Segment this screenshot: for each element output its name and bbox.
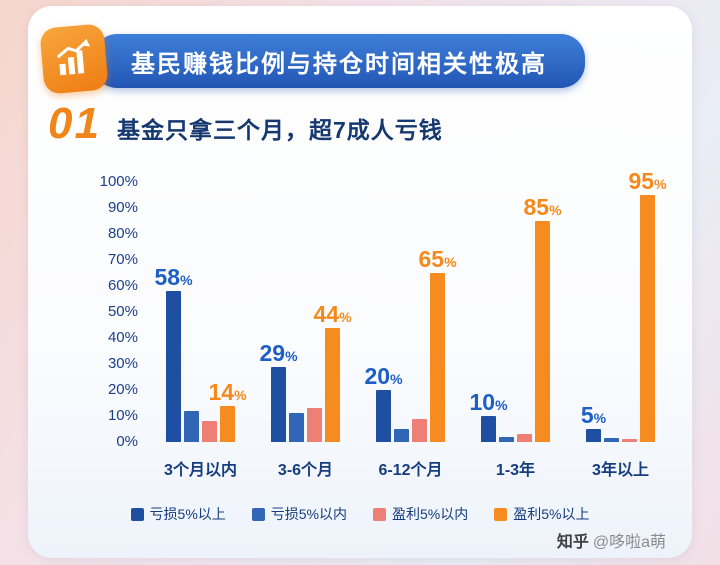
category-label: 3-6个月: [277, 462, 334, 479]
bar-亏损5%以内: [184, 410, 199, 442]
bar-value-label: 58%: [154, 266, 192, 289]
bar-value-label: 95%: [628, 170, 666, 193]
plot-area: 58% 14% 29% 44% 20% 65% 10% 85% 5% 95%: [148, 170, 673, 442]
legend-label: 盈利5%以上: [513, 506, 590, 522]
bar-value-label: 29%: [259, 339, 298, 366]
section-number: 01: [48, 99, 101, 148]
y-tick-label: 30%: [107, 355, 138, 372]
legend-item: 亏损5%以内: [251, 504, 347, 524]
watermark-brand: 知乎: [556, 534, 589, 551]
bar-value-label: 44%: [313, 300, 352, 327]
bar-亏损5%以内: [289, 413, 304, 442]
y-tick-label: 60%: [107, 277, 138, 294]
y-tick-label: 10%: [107, 407, 138, 424]
bar-盈利5%以内: [307, 408, 322, 442]
x-axis: 3个月以内 3-6个月 6-12个月 1-3年 3年以上: [148, 456, 673, 480]
section-header: 01 基金只拿三个月，超7成人亏钱: [48, 102, 443, 146]
y-tick-label: 70%: [107, 251, 138, 268]
bar-盈利5%以上: 44%: [313, 302, 352, 442]
bar-亏损5%以上: 5%: [581, 404, 606, 442]
page-title: 基民赚钱比例与持仓时间相关性极高: [131, 50, 547, 78]
bar-value-percent-sign: %: [390, 371, 403, 387]
bar-value-number: 44: [313, 300, 340, 327]
bar-value-number: 85: [523, 194, 550, 220]
legend-swatch: [251, 507, 265, 521]
watermark-handle: @哆啦a萌: [592, 534, 666, 551]
y-tick-label: 90%: [107, 199, 138, 216]
bar-value-percent-sign: %: [285, 347, 298, 364]
bar-亏损5%以上: 58%: [154, 266, 193, 442]
bar-value-label: 5%: [581, 404, 606, 427]
legend-swatch: [373, 507, 386, 521]
legend: 亏损5%以上 亏损5%以内 盈利5%以内 盈利5%以上: [28, 504, 692, 524]
watermark: 知乎 @哆啦a萌: [557, 528, 666, 552]
bar-盈利5%以上: 85%: [523, 196, 562, 442]
legend-swatch: [494, 507, 508, 521]
y-tick-label: 0%: [116, 433, 138, 450]
bar-亏损5%以上: 10%: [469, 391, 508, 442]
legend-label: 亏损5%以上: [149, 506, 226, 522]
category-label: 6-12个月: [378, 462, 443, 479]
bar-value-number: 20: [364, 363, 391, 389]
bar-value-label: 85%: [523, 196, 561, 219]
legend-item: 盈利5%以内: [373, 504, 468, 524]
legend-label: 亏损5%以内: [270, 506, 347, 522]
bar-value-number: 58: [154, 264, 181, 291]
legend-item: 亏损5%以上: [130, 504, 226, 524]
bar-value-number: 95: [628, 168, 655, 194]
y-tick-label: 40%: [107, 329, 138, 346]
bar-盈利5%以内: [622, 439, 637, 442]
bar-value-percent-sign: %: [593, 410, 607, 426]
bar-value-label: 14%: [208, 378, 247, 405]
bar-group: 58% 14%: [148, 182, 253, 442]
bar-value-percent-sign: %: [444, 254, 457, 270]
growth-chart-icon: [39, 23, 109, 95]
section-title: 基金只拿三个月，超7成人亏钱: [116, 117, 443, 143]
bar-value-number: 14: [208, 378, 235, 405]
bar-亏损5%以上: 20%: [364, 365, 403, 442]
category-label: 3个月以内: [164, 462, 237, 479]
bar-盈利5%以上: 95%: [628, 170, 667, 442]
bar-group: 29% 44%: [253, 182, 358, 442]
bar-value-label: 65%: [418, 248, 456, 271]
bar-盈利5%以上: 14%: [208, 380, 247, 442]
y-axis: 0% 10% 20% 30% 40% 50% 60% 70% 80% 90% 100%: [58, 173, 138, 450]
infographic-card: 基民赚钱比例与持仓时间相关性极高 01 基金只拿三个月，超7成人亏钱 0% 10%…: [28, 6, 692, 558]
y-tick-label: 80%: [107, 225, 138, 242]
bar-value-label: 10%: [469, 391, 507, 414]
bar-value-percent-sign: %: [654, 176, 667, 192]
bar-亏损5%以内: [499, 436, 514, 442]
bar-盈利5%以内: [517, 434, 532, 442]
y-tick-label: 100%: [99, 173, 138, 190]
legend-item: 盈利5%以上: [494, 504, 589, 524]
bar-value-number: 10: [469, 389, 496, 415]
bar-盈利5%以内: [202, 421, 217, 442]
legend-swatch: [130, 507, 144, 521]
bar-value-number: 5: [580, 402, 594, 428]
y-tick-label: 20%: [107, 381, 138, 398]
bar-value-percent-sign: %: [549, 202, 562, 218]
bar-value-percent-sign: %: [339, 308, 352, 325]
legend-label: 盈利5%以内: [392, 506, 469, 522]
bar-value-percent-sign: %: [180, 272, 193, 289]
bar-value-percent-sign: %: [234, 386, 247, 403]
title-banner: 基民赚钱比例与持仓时间相关性极高: [93, 34, 585, 88]
bar-value-label: 20%: [364, 365, 402, 388]
bar-亏损5%以内: [604, 438, 619, 442]
bar-value-percent-sign: %: [495, 397, 508, 413]
growth-chart-icon-svg: [57, 38, 90, 76]
category-label: 3年以上: [592, 462, 649, 479]
bar-value-number: 29: [259, 339, 286, 366]
bar-group: 20% 65%: [358, 182, 463, 442]
bar-group: 5% 95%: [568, 170, 673, 442]
bar-盈利5%以上: 65%: [418, 248, 457, 442]
category-label: 1-3年: [495, 462, 536, 479]
bar-盈利5%以内: [412, 418, 427, 442]
bar-group: 10% 85%: [463, 182, 568, 442]
bar-亏损5%以上: 29%: [259, 341, 298, 442]
bar-value-number: 65: [418, 246, 445, 272]
bar-亏损5%以内: [394, 429, 409, 442]
y-tick-label: 50%: [107, 303, 138, 320]
